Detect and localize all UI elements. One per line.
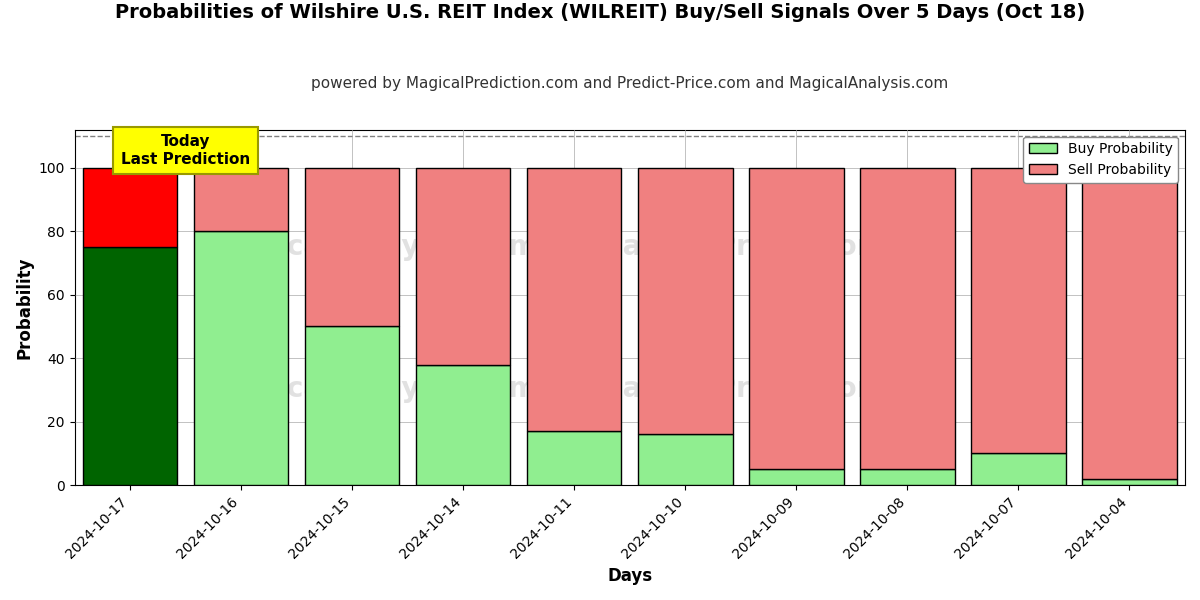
Bar bbox=[860, 168, 955, 469]
Bar bbox=[305, 168, 400, 326]
Bar bbox=[194, 168, 288, 231]
Bar bbox=[1082, 168, 1177, 479]
Text: MagicalAnalysis.com: MagicalAnalysis.com bbox=[211, 233, 538, 261]
Text: MagicalAnalysis.com: MagicalAnalysis.com bbox=[211, 375, 538, 403]
Text: Probabilities of Wilshire U.S. REIT Index (WILREIT) Buy/Sell Signals Over 5 Days: Probabilities of Wilshire U.S. REIT Inde… bbox=[115, 3, 1085, 22]
Bar bbox=[971, 168, 1066, 454]
Bar bbox=[638, 168, 732, 434]
Y-axis label: Probability: Probability bbox=[16, 256, 34, 359]
Text: MagicalPrediction.com: MagicalPrediction.com bbox=[596, 233, 953, 261]
Bar bbox=[749, 469, 844, 485]
Legend: Buy Probability, Sell Probability: Buy Probability, Sell Probability bbox=[1024, 137, 1178, 182]
Bar bbox=[416, 168, 510, 365]
Bar bbox=[638, 434, 732, 485]
Bar bbox=[83, 247, 178, 485]
Bar bbox=[971, 454, 1066, 485]
Title: powered by MagicalPrediction.com and Predict-Price.com and MagicalAnalysis.com: powered by MagicalPrediction.com and Pre… bbox=[311, 76, 948, 91]
X-axis label: Days: Days bbox=[607, 567, 653, 585]
Bar bbox=[416, 365, 510, 485]
Text: Today
Last Prediction: Today Last Prediction bbox=[121, 134, 251, 167]
Bar bbox=[527, 168, 622, 431]
Bar bbox=[527, 431, 622, 485]
Bar bbox=[749, 168, 844, 469]
Bar bbox=[1082, 479, 1177, 485]
Bar bbox=[83, 168, 178, 247]
Bar bbox=[860, 469, 955, 485]
Bar bbox=[305, 326, 400, 485]
Text: MagicalPrediction.com: MagicalPrediction.com bbox=[596, 375, 953, 403]
Bar bbox=[194, 231, 288, 485]
